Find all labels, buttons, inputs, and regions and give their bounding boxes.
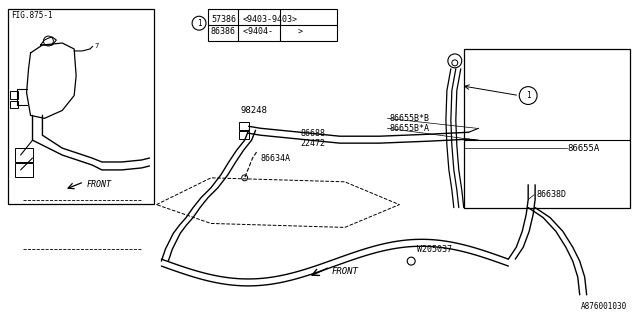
Text: FRONT: FRONT	[87, 180, 112, 189]
Bar	[208, 9, 337, 41]
Bar	[15, 163, 33, 177]
Bar	[239, 122, 248, 130]
Text: <9403-9403>: <9403-9403>	[243, 15, 298, 24]
Text: 1: 1	[196, 19, 202, 28]
Text: 7: 7	[94, 43, 98, 49]
Text: 57386: 57386	[211, 15, 236, 24]
Text: 86655A: 86655A	[568, 144, 600, 153]
Bar	[8, 9, 154, 204]
Text: W205037: W205037	[417, 245, 452, 254]
Text: 98248: 98248	[241, 106, 268, 115]
Bar	[464, 49, 630, 208]
Bar	[10, 100, 18, 108]
Text: 86638D: 86638D	[536, 190, 566, 199]
Bar	[10, 91, 18, 99]
Bar	[239, 131, 248, 139]
Text: A876001030: A876001030	[581, 302, 627, 311]
Text: 86655B*A: 86655B*A	[389, 124, 429, 133]
Text: <9404-     >: <9404- >	[243, 27, 303, 36]
Text: 86634A: 86634A	[260, 154, 291, 163]
Text: 86688: 86688	[300, 129, 325, 138]
Text: 1: 1	[526, 91, 531, 100]
Text: 86386: 86386	[211, 27, 236, 36]
Text: FIG.875-1: FIG.875-1	[11, 11, 52, 20]
Bar	[15, 148, 33, 162]
Text: FRONT: FRONT	[332, 267, 359, 276]
Text: 86655B*B: 86655B*B	[389, 114, 429, 123]
Text: 22472: 22472	[300, 139, 325, 148]
